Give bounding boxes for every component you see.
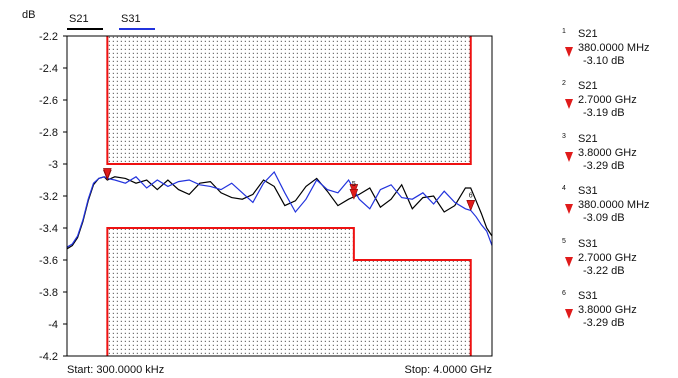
upper-limit-line bbox=[106, 36, 472, 165]
y-tick-label: -2.6 bbox=[39, 95, 58, 107]
marker-value: -3.29 dB bbox=[583, 159, 625, 172]
marker-frequency: 2.7000 GHz bbox=[578, 251, 637, 264]
marker-triangle-icon bbox=[565, 308, 573, 319]
marker-value: -3.09 dB bbox=[583, 212, 625, 225]
y-tick-label: -3.8 bbox=[39, 287, 58, 299]
marker-entry[interactable]: 2 S21 2.7000 GHz -3.19 dB bbox=[562, 80, 674, 132]
marker-triangle-icon bbox=[466, 200, 476, 212]
marker-number: 6 bbox=[562, 289, 566, 297]
plot-frame bbox=[66, 35, 493, 357]
y-tick-label: -3.2 bbox=[39, 191, 58, 203]
marker-value: -3.22 dB bbox=[583, 264, 625, 277]
y-tick-label: -3.6 bbox=[39, 255, 58, 267]
marker-trace: S21 bbox=[578, 80, 598, 93]
lower-mask-fill bbox=[107, 228, 354, 356]
marker-trace: S21 bbox=[578, 132, 598, 145]
marker-trace: S31 bbox=[578, 237, 598, 250]
marker-plot-label: 6 bbox=[469, 192, 473, 199]
marker-triangle-icon bbox=[349, 188, 359, 200]
marker-number: 3 bbox=[562, 132, 566, 140]
y-tick-labels: -2.2 -2.4 -2.6 -2.8 -3 -3.2 -3.4 -3.6 -3.8 -4 -4.2 bbox=[39, 31, 67, 363]
marker-triangle-icon bbox=[102, 168, 112, 180]
marker-value: -3.29 dB bbox=[583, 316, 625, 329]
marker-entry[interactable]: 5 S31 2.7000 GHz -3.22 dB bbox=[562, 238, 674, 290]
marker-triangle-icon bbox=[565, 47, 573, 57]
marker-frequency: 3.8000 GHz bbox=[578, 146, 637, 159]
marker-number: 5 bbox=[562, 237, 566, 245]
y-tick-label: -2.8 bbox=[39, 127, 58, 139]
marker-triangle-icon bbox=[565, 256, 573, 267]
marker-frequency: 380.0000 MHz bbox=[578, 199, 650, 212]
marker-entry[interactable]: 6 S31 3.8000 GHz -3.29 dB bbox=[562, 290, 674, 342]
marker-triangle-icon bbox=[565, 151, 573, 162]
marker-trace: S31 bbox=[578, 185, 598, 198]
y-tick-label: -3.4 bbox=[39, 223, 58, 235]
lower-limit-line bbox=[106, 227, 472, 356]
legend-label-s31: S31 bbox=[121, 13, 141, 25]
marker-value: -3.10 dB bbox=[583, 55, 625, 67]
marker-number: 2 bbox=[562, 80, 566, 88]
marker-frequency: 2.7000 GHz bbox=[578, 94, 637, 107]
legend-label-s21: S21 bbox=[69, 13, 89, 25]
y-tick-label: -2.2 bbox=[39, 31, 58, 43]
marker-triangle-icon bbox=[565, 204, 573, 215]
y-tick-label: -4.2 bbox=[39, 351, 58, 363]
marker-table: 1 S21 380.0000 MHz -3.10 dB 2 S21 2.7000… bbox=[562, 28, 674, 342]
x-stop-label: Stop: 4.0000 GHz bbox=[405, 364, 492, 376]
marker-frequency: 380.0000 MHz bbox=[578, 42, 650, 54]
y-tick-label: -4 bbox=[48, 319, 58, 331]
trace-line-s21 bbox=[66, 176, 493, 250]
marker-triangle-icon bbox=[565, 99, 573, 110]
y-tick-label: -3 bbox=[48, 159, 58, 171]
marker-plot-label: 5 bbox=[352, 181, 356, 188]
marker-value: -3.19 dB bbox=[583, 107, 625, 120]
marker-number: 4 bbox=[562, 185, 566, 193]
marker-entry[interactable]: 4 S31 380.0000 MHz -3.09 dB bbox=[562, 185, 674, 237]
marker-trace: S31 bbox=[578, 289, 598, 302]
marker-frequency: 3.8000 GHz bbox=[578, 303, 637, 316]
legend: S21 S31 bbox=[67, 13, 155, 30]
y-axis-label: dB bbox=[22, 9, 35, 21]
plot-markers: 56 bbox=[102, 168, 476, 212]
upper-mask-fill bbox=[107, 36, 471, 164]
marker-trace: S21 bbox=[578, 28, 598, 40]
limit-masks bbox=[106, 36, 472, 356]
marker-entry[interactable]: 3 S21 3.8000 GHz -3.29 dB bbox=[562, 133, 674, 185]
x-start-label: Start: 300.0000 kHz bbox=[67, 364, 164, 376]
marker-entry[interactable]: 1 S21 380.0000 MHz -3.10 dB bbox=[562, 28, 674, 80]
lower-mask-fill bbox=[353, 260, 471, 356]
y-tick-label: -2.4 bbox=[39, 63, 58, 75]
marker-number: 1 bbox=[562, 28, 566, 35]
